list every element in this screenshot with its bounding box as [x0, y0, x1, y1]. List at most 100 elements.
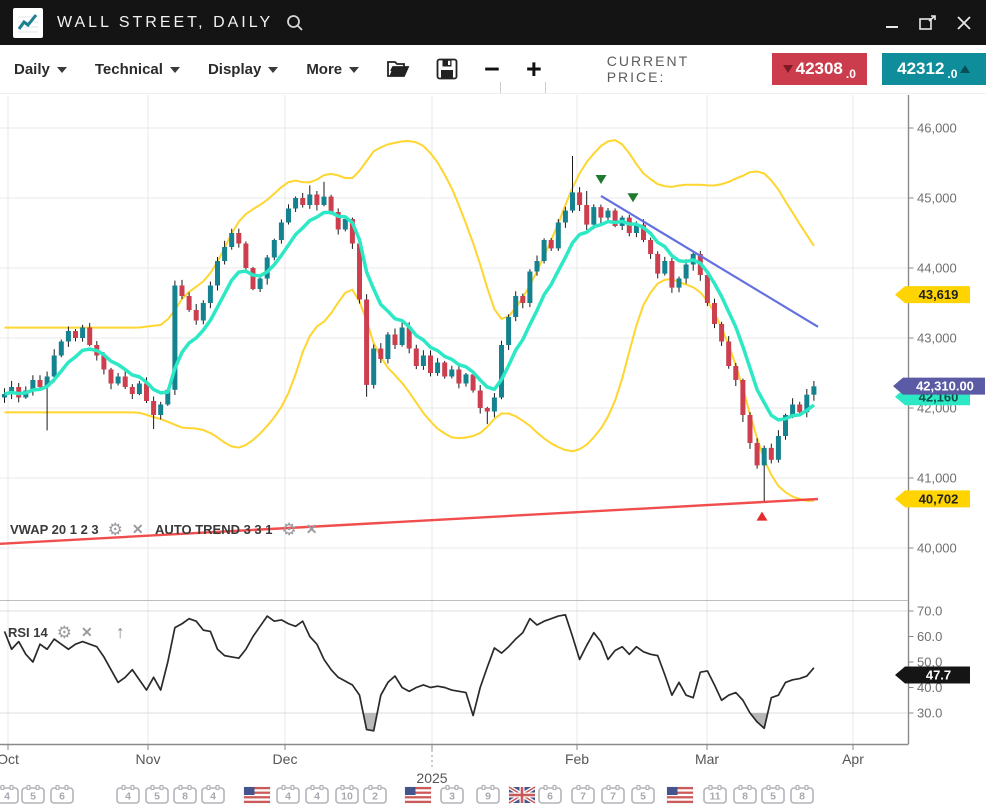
calendar-flag-event-icon[interactable] [243, 786, 271, 804]
sell-price-button[interactable]: 42308.0 [771, 53, 867, 85]
rsi-settings-gear-icon[interactable]: ⚙ [56, 622, 72, 642]
vwap-remove-icon[interactable]: ✕ [131, 521, 144, 537]
calendar-event-icon[interactable]: 5 [761, 784, 785, 804]
candle-down [719, 324, 725, 342]
calendar-event-icon[interactable]: 10 [335, 784, 359, 804]
candle-up [399, 327, 405, 345]
candle-up [271, 240, 277, 258]
zoom-in-button[interactable]: + [525, 54, 542, 84]
month-label: Apr [842, 751, 864, 767]
candle-down [87, 327, 93, 345]
calendar-event-icon[interactable]: 11 [703, 784, 727, 804]
app-chart-icon [13, 7, 43, 38]
menu-display[interactable]: Display [194, 45, 292, 93]
chart-canvas[interactable]: 46,00045,00044,00043,00042,00041,00040,0… [0, 93, 986, 805]
vwap-indicator-label: VWAP 20 1 2 3 [10, 522, 99, 537]
calendar-event-day: 8 [182, 791, 188, 803]
rsi-tick-label: 50.0 [917, 655, 942, 670]
candle-up [633, 224, 639, 233]
candle-down [349, 219, 355, 244]
vwap-settings-gear-icon[interactable]: ⚙ [107, 519, 123, 539]
sell-price-decimal: .0 [845, 67, 856, 81]
rsi-remove-icon[interactable]: ✕ [81, 624, 93, 640]
candle-down [101, 355, 107, 370]
calendar-event-icon[interactable]: 9 [476, 784, 500, 804]
rsi-move-up-arrow-icon[interactable]: ↑ [115, 622, 125, 642]
price-tick-label: 45,000 [917, 191, 957, 206]
candle-down [37, 380, 43, 387]
calendar-event-icon[interactable]: 4 [305, 784, 329, 804]
calendar-event-icon[interactable]: 7 [601, 784, 625, 804]
calendar-event-icon[interactable]: 4 [201, 784, 225, 804]
calendar-event-icon[interactable]: 5 [145, 784, 169, 804]
candle-down [797, 404, 803, 413]
calendar-event-icon[interactable]: 5 [631, 784, 655, 804]
candle-up [65, 331, 71, 342]
calendar-event-icon[interactable]: 2 [363, 784, 387, 804]
calendar-event-icon[interactable]: 5 [21, 784, 45, 804]
menu-timeframe[interactable]: Daily [0, 45, 81, 93]
menu-more-label: More [306, 60, 343, 78]
rsi-panel [3, 613, 815, 732]
autotrend-remove-icon[interactable]: ✕ [305, 521, 318, 537]
calendar-event-icon[interactable]: 8 [733, 784, 757, 804]
candle-up [307, 194, 313, 205]
candle-down [378, 348, 384, 359]
calendar-event-icon[interactable]: 8 [173, 784, 197, 804]
candle-up [293, 198, 299, 209]
price-down-arrow-icon [782, 65, 793, 73]
calendar-event-day: 3 [449, 791, 455, 803]
candle-up [286, 208, 291, 223]
calendar-event-icon[interactable]: 4 [0, 784, 19, 804]
calendar-event-icon[interactable]: 6 [538, 784, 562, 804]
open-layout-button[interactable] [373, 59, 423, 79]
candle-up [790, 404, 796, 415]
calendar-event-day: 4 [285, 791, 291, 803]
candle-up [172, 285, 178, 390]
close-button[interactable] [954, 13, 974, 33]
calendar-event-icon[interactable]: 7 [571, 784, 595, 804]
candle-up [811, 386, 817, 395]
autotrend-settings-gear-icon[interactable]: ⚙ [281, 519, 297, 539]
candle-up [165, 389, 171, 405]
candle-down [733, 366, 739, 380]
calendar-event-icon[interactable]: 4 [116, 784, 140, 804]
bollinger-lower-band-line [4, 277, 814, 502]
calendar-flag-event-icon[interactable] [666, 786, 694, 804]
calendar-event-icon[interactable]: 8 [790, 784, 814, 804]
upper-band-price-tag: 43,619 [895, 286, 970, 304]
candle-down [328, 196, 334, 212]
calendar-flag-event-icon[interactable] [507, 785, 537, 805]
rsi-line [3, 613, 815, 732]
calendar-event-icon[interactable]: 3 [440, 784, 464, 804]
candle-up [662, 261, 668, 274]
search-icon[interactable] [285, 13, 305, 33]
calendar-event-day: 5 [30, 791, 36, 803]
candle-up [385, 334, 391, 359]
menu-timeframe-label: Daily [14, 60, 50, 78]
rsi-indicator-row: RSI 14 ⚙ ✕ ↑ [8, 622, 125, 643]
candle-down [520, 296, 526, 303]
autotrend-indicator-row: AUTO TREND 3 3 1 ⚙ ✕ [155, 521, 318, 538]
auto-trend-line[interactable] [600, 194, 819, 328]
candle-up [136, 383, 142, 394]
popout-window-button[interactable] [918, 13, 938, 33]
candle-up [2, 394, 7, 398]
minimize-button[interactable] [882, 13, 902, 33]
calendar-event-icon[interactable]: 6 [50, 784, 74, 804]
zoom-out-button[interactable]: − [484, 54, 500, 84]
candle-down [442, 362, 448, 377]
candle-up [80, 327, 86, 338]
menu-more[interactable]: More [292, 45, 373, 93]
menu-technical[interactable]: Technical [81, 45, 194, 93]
buy-price-button[interactable]: 42312.0 [881, 53, 986, 85]
save-layout-button[interactable] [423, 58, 471, 80]
vwap-line[interactable] [0, 497, 819, 545]
calendar-event-day: 5 [640, 791, 646, 803]
calendar-event-icon[interactable]: 4 [276, 784, 300, 804]
candle-down [456, 369, 462, 384]
calendar-flag-event-icon[interactable] [404, 786, 432, 804]
candle-down [335, 212, 341, 230]
month-label: Nov [136, 751, 161, 767]
